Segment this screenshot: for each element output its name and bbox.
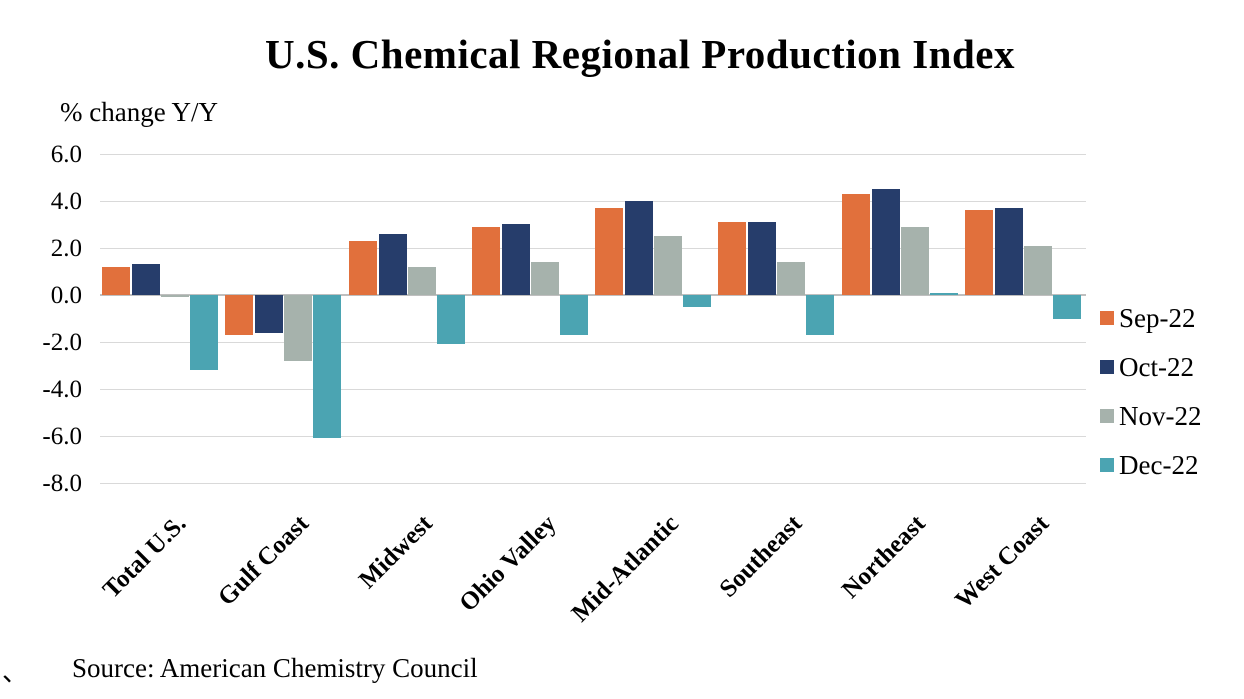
x-axis-label-midwest: Midwest — [354, 510, 439, 594]
bar-oct-22-total-u-s — [132, 264, 160, 295]
bar-dec-22-mid-atlantic — [683, 295, 711, 307]
x-axis-label-gulf-coast: Gulf Coast — [212, 510, 315, 612]
x-axis-label-southeast: Southeast — [714, 510, 808, 603]
bar-sep-22-southeast — [718, 222, 746, 295]
bar-oct-22-southeast — [748, 222, 776, 295]
legend-label-sep-22: Sep-22 — [1119, 302, 1196, 333]
legend-item-sep-22: Sep-22 — [1100, 303, 1202, 333]
bar-dec-22-gulf-coast — [313, 295, 341, 438]
bar-oct-22-mid-atlantic — [625, 201, 653, 295]
y-tick-label-8-0: -8.0 — [42, 470, 82, 497]
bar-oct-22-northeast — [872, 189, 900, 295]
y-tick-label-6-0: -6.0 — [42, 423, 82, 450]
legend: Sep-22 Oct-22 Nov-22 Dec-22 — [1100, 303, 1202, 499]
bar-oct-22-ohio-valley — [502, 224, 530, 295]
bar-sep-22-northeast — [842, 194, 870, 295]
zero-axis-line — [100, 294, 1086, 296]
y-axis-unit-label: % change Y/Y — [60, 97, 218, 127]
legend-label-nov-22: Nov-22 — [1119, 400, 1202, 431]
pen-mark: 、 — [2, 658, 29, 688]
gridline — [100, 154, 1086, 155]
bar-sep-22-midwest — [349, 241, 377, 295]
bar-oct-22-midwest — [379, 234, 407, 295]
y-tick-label-2-0: 2.0 — [50, 235, 82, 262]
bar-nov-22-total-u-s — [161, 295, 189, 297]
legend-swatch-oct-22 — [1100, 360, 1114, 374]
bar-nov-22-northeast — [901, 227, 929, 295]
legend-swatch-sep-22 — [1100, 311, 1114, 325]
bar-nov-22-gulf-coast — [284, 295, 312, 361]
bar-nov-22-ohio-valley — [531, 262, 559, 295]
y-tick-label-0-0: 0.0 — [50, 282, 82, 309]
chart-title: U.S. Chemical Regional Production Index — [265, 31, 1015, 77]
x-axis-label-mid-atlantic: Mid-Atlantic — [566, 510, 685, 628]
bar-sep-22-gulf-coast — [225, 295, 253, 335]
gridline — [100, 342, 1086, 343]
y-tick-label-4-0: 4.0 — [50, 188, 82, 215]
bar-dec-22-midwest — [437, 295, 465, 344]
bar-dec-22-west-coast — [1053, 295, 1081, 319]
bar-oct-22-west-coast — [995, 208, 1023, 295]
legend-swatch-nov-22 — [1100, 409, 1114, 423]
bar-dec-22-total-u-s — [190, 295, 218, 370]
bar-oct-22-gulf-coast — [255, 295, 283, 333]
bar-dec-22-northeast — [930, 293, 958, 295]
y-tick-label-6-0: 6.0 — [50, 141, 82, 168]
gridline — [100, 389, 1086, 390]
bar-sep-22-ohio-valley — [472, 227, 500, 295]
x-axis-label-northeast: Northeast — [837, 510, 932, 604]
bar-sep-22-total-u-s — [102, 267, 130, 295]
legend-label-oct-22: Oct-22 — [1119, 351, 1194, 382]
legend-item-dec-22: Dec-22 — [1100, 450, 1202, 480]
gridline — [100, 201, 1086, 202]
legend-item-oct-22: Oct-22 — [1100, 352, 1202, 382]
gridline — [100, 483, 1086, 484]
bar-dec-22-ohio-valley — [560, 295, 588, 335]
legend-item-nov-22: Nov-22 — [1100, 401, 1202, 431]
bar-nov-22-southeast — [777, 262, 805, 295]
legend-label-dec-22: Dec-22 — [1119, 449, 1199, 480]
source-note: Source: American Chemistry Council — [72, 653, 478, 683]
gridline — [100, 436, 1086, 437]
x-axis-label-total-u-s: Total U.S. — [97, 510, 192, 604]
bar-sep-22-west-coast — [965, 210, 993, 295]
bar-nov-22-midwest — [408, 267, 436, 295]
x-axis-label-west-coast: West Coast — [950, 510, 1055, 615]
y-tick-label-4-0: -4.0 — [42, 376, 82, 403]
bar-dec-22-southeast — [806, 295, 834, 335]
y-tick-label-2-0: -2.0 — [42, 329, 82, 356]
legend-swatch-dec-22 — [1100, 458, 1114, 472]
x-axis-label-ohio-valley: Ohio Valley — [454, 510, 562, 618]
bar-nov-22-west-coast — [1024, 246, 1052, 295]
bar-sep-22-mid-atlantic — [595, 208, 623, 295]
gridline — [100, 248, 1086, 249]
bar-nov-22-mid-atlantic — [654, 236, 682, 295]
